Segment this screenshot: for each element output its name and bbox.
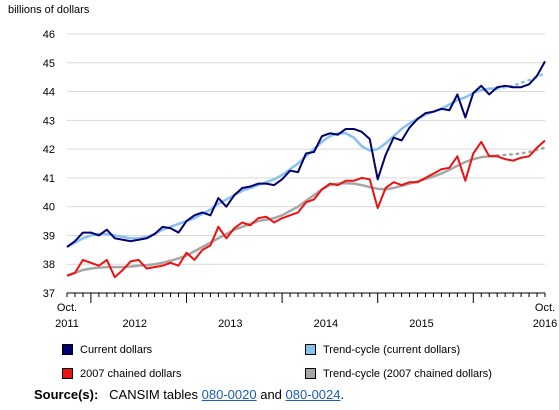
gridlines [67,33,545,294]
legend-label-trend-chained: Trend-cycle (2007 chained dollars) [323,368,492,380]
y-tick-label-44: 44 [43,87,55,99]
legend-swatch-trend-current [305,344,316,355]
legend-label-chained-dollars: 2007 chained dollars [80,368,182,380]
y-tick-label-41: 41 [43,173,55,185]
y-tick-label-45: 45 [43,58,55,70]
x-axis: Oct. 2011 2012 2013 2014 2015 Oct. 2016 [55,292,557,330]
series-line-current-dollars [66,60,546,248]
source-label: Source(s): [34,387,99,402]
legend-item-trend-chained: Trend-cycle (2007 chained dollars) [305,367,492,381]
y-tick-label-46: 46 [43,29,55,41]
legend-swatch-chained-dollars [62,368,73,379]
x-tick-label-2014: 2014 [314,318,338,330]
series-line-trend-cycle-2007-chained-dollars-projection [495,146,547,157]
legend-label-current-dollars: Current dollars [80,344,153,356]
source-suffix: . [340,387,345,402]
legend-label-trend-current: Trend-cycle (current dollars) [323,344,461,356]
source-middle: and [260,387,282,402]
source-prefix: CANSIM tables [109,387,199,402]
y-tick-label-43: 43 [43,115,55,127]
x-tick-label-2015: 2015 [409,318,433,330]
x-tick-label-2012: 2012 [122,318,146,330]
legend-item-current-dollars: Current dollars [62,343,152,357]
source-link-080-0020[interactable]: 080-0020 [201,387,257,402]
source-link-080-0024[interactable]: 080-0024 [285,387,341,402]
y-tick-label-40: 40 [43,202,55,214]
legend-swatch-current-dollars [62,344,73,355]
y-tick-label-38: 38 [43,259,55,271]
x-tick-label-month: Oct. [535,302,555,314]
x-tick-label-2013: 2013 [218,318,242,330]
series-line-2007-chained-dollars [66,139,546,279]
x-tick-label-month: Oct. [57,302,77,314]
legend-item-chained-dollars: 2007 chained dollars [62,367,182,381]
series-line-trend-cycle-current-dollars [66,87,498,249]
y-tick-label-39: 39 [43,230,55,242]
chart: billions of dollars 37 38 39 40 41 42 43 44 45 46… [8,4,557,330]
source-note: Source(s): CANSIM tables 080-0020 and 08… [34,387,344,402]
y-tick-label-42: 42 [43,144,55,156]
legend-swatch-trend-chained [305,368,316,379]
x-tick-label-2011: 2011 [55,318,79,330]
y-axis-ticks: 37 38 39 40 41 42 43 44 45 46 [43,29,55,300]
y-tick-label-37: 37 [43,288,55,300]
legend-item-trend-current: Trend-cycle (current dollars) [305,343,460,357]
x-tick-label-2016: 2016 [533,318,557,330]
series-lines [66,60,547,279]
series-line-trend-cycle-2007-chained-dollars [66,154,498,277]
y-axis-title: billions of dollars [8,4,90,16]
